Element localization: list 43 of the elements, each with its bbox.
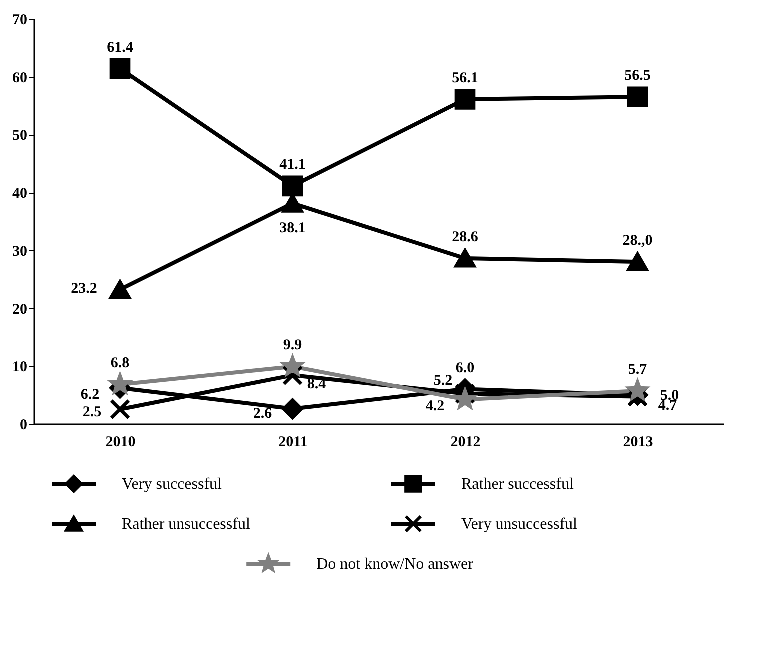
data-label: 2.5 (82, 404, 102, 421)
point (110, 399, 131, 420)
data-label: 61.4 (107, 40, 134, 56)
point (110, 280, 131, 300)
point (282, 176, 304, 197)
data-label: 5.2 (434, 372, 453, 389)
data-label: 56.1 (452, 70, 478, 86)
data-label: 28.,0 (622, 233, 653, 249)
data-label: 2.6 (253, 406, 273, 422)
y-tick-label: 20 (12, 302, 28, 318)
data-label: 9.9 (283, 338, 302, 354)
data-label: 56.5 (624, 68, 651, 84)
point (627, 86, 648, 108)
x-tick-label: 2011 (278, 434, 308, 450)
data-label: 5.7 (628, 362, 648, 378)
point (627, 252, 648, 272)
y-tick-label: 0 (20, 418, 28, 434)
y-tick-label: 50 (12, 128, 28, 144)
x-tick-label: 2012 (450, 434, 481, 450)
x-tick-label: 2013 (623, 434, 654, 450)
data-label: 23.2 (71, 280, 98, 297)
data-label: 38.1 (280, 220, 306, 237)
y-tick-label: 40 (12, 186, 28, 202)
y-tick-label: 10 (12, 360, 28, 376)
point (110, 58, 131, 80)
data-label: 6.8 (110, 356, 130, 372)
x-tick-label: 2010 (106, 434, 136, 450)
legend-label: Do not know/No answer (316, 556, 474, 573)
legend-label: Very successful (122, 476, 223, 493)
point (454, 89, 476, 110)
point (282, 398, 304, 420)
data-label: 28.6 (452, 230, 479, 246)
y-tick-label: 30 (12, 244, 28, 260)
y-tick-label: 70 (12, 12, 28, 28)
data-label: 41.1 (280, 157, 306, 174)
data-label: 6.0 (456, 360, 475, 376)
y-tick-label: 60 (12, 70, 28, 86)
legend-label: Rather unsuccessful (122, 516, 251, 533)
data-label: 6.2 (80, 387, 100, 404)
point (454, 249, 476, 268)
legend-label: Very unsuccessful (462, 516, 578, 533)
data-label: 4.2 (426, 398, 445, 415)
legend-label: Rather successful (462, 476, 574, 493)
